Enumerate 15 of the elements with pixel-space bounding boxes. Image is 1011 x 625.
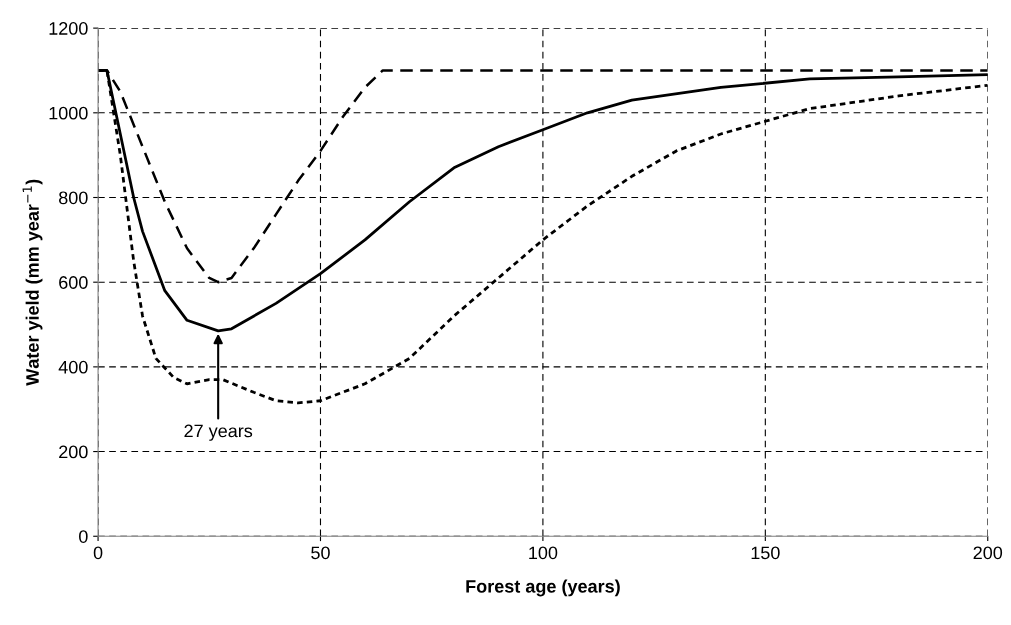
x-axis-title: Forest age (years) — [466, 579, 620, 597]
y-tick-label: 800 — [59, 191, 88, 205]
x-tick-label: 0 — [93, 546, 103, 560]
annotation: 27 years — [184, 424, 253, 441]
y-tick-label: 400 — [58, 360, 88, 374]
x-tick-label: 100 — [529, 546, 558, 560]
y-tick-label: 0 — [79, 530, 88, 543]
x-tick-label: 50 — [311, 546, 330, 560]
y-tick-label: 1000 — [49, 106, 88, 120]
x-tick-label: 150 — [751, 546, 780, 560]
y-tick-label: 200 — [59, 445, 88, 459]
y-tick-label: 1200 — [49, 22, 88, 35]
y-axis-title: Water yield (mm year$^{−1}$) — [22, 179, 43, 386]
x-tick-label: 200 — [973, 546, 1003, 560]
y-tick-label: 600 — [59, 276, 88, 289]
